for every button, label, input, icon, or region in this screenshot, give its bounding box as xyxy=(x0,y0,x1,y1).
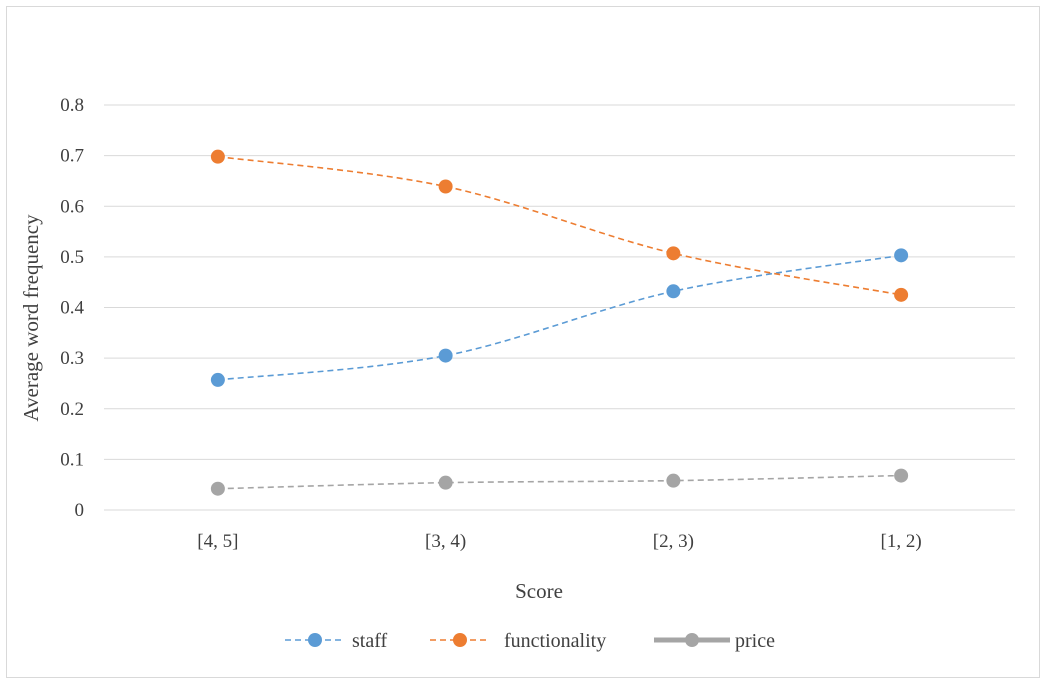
data-point-price xyxy=(438,475,453,490)
y-tick-label: 0.2 xyxy=(60,399,84,420)
y-tick-label: 0.1 xyxy=(60,449,84,470)
legend-label: functionality xyxy=(504,630,606,652)
data-point-functionality xyxy=(894,287,909,302)
series-functionality xyxy=(210,149,909,302)
data-point-price xyxy=(210,481,225,496)
data-point-staff xyxy=(438,348,453,363)
data-point-staff xyxy=(666,284,681,299)
data-point-functionality xyxy=(210,149,225,164)
x-axis-title: Score xyxy=(515,579,563,603)
legend: staff functionality price xyxy=(285,630,775,652)
series-price xyxy=(210,468,909,496)
legend-item-staff: staff xyxy=(285,630,388,652)
legend-label: staff xyxy=(352,630,388,652)
data-point-price xyxy=(894,468,909,483)
legend-swatch-marker xyxy=(453,633,467,647)
x-tick-label: [1, 2) xyxy=(881,531,922,552)
series-line-price xyxy=(217,474,902,490)
y-tick-label: 0.4 xyxy=(60,298,84,319)
series-group xyxy=(210,149,909,496)
legend-label: price xyxy=(735,630,775,652)
y-axis-title: Average word frequency xyxy=(19,214,43,422)
y-tick-label: 0 xyxy=(75,500,85,521)
data-point-price xyxy=(666,473,681,488)
series-line-staff xyxy=(217,254,902,381)
x-tick-label: [4, 5] xyxy=(197,531,238,552)
data-point-functionality xyxy=(666,246,681,261)
data-point-staff xyxy=(894,248,909,263)
legend-item-price: price xyxy=(654,630,775,652)
gridlines xyxy=(104,104,1015,511)
y-tick-label: 0.5 xyxy=(60,247,84,268)
chart-frame xyxy=(6,6,1040,678)
series-line-functionality xyxy=(217,155,902,296)
series-staff xyxy=(210,248,909,387)
y-tick-label: 0.3 xyxy=(60,348,84,369)
data-point-staff xyxy=(210,372,225,387)
legend-swatch-marker xyxy=(308,633,322,647)
x-tick-label: [3, 4) xyxy=(425,531,466,552)
y-tick-label: 0.6 xyxy=(60,196,84,217)
legend-item-functionality: functionality xyxy=(430,630,606,652)
data-point-functionality xyxy=(438,179,453,194)
y-tick-label: 0.7 xyxy=(60,146,84,167)
x-tick-labels: [4, 5] [3, 4) [2, 3) [1, 2) xyxy=(197,531,921,552)
y-tick-labels: 0 0.1 0.2 0.3 0.4 0.5 0.6 0.7 0.8 xyxy=(60,95,84,521)
y-tick-label: 0.8 xyxy=(60,95,84,116)
legend-swatch-marker xyxy=(685,633,699,647)
x-tick-label: [2, 3) xyxy=(653,531,694,552)
